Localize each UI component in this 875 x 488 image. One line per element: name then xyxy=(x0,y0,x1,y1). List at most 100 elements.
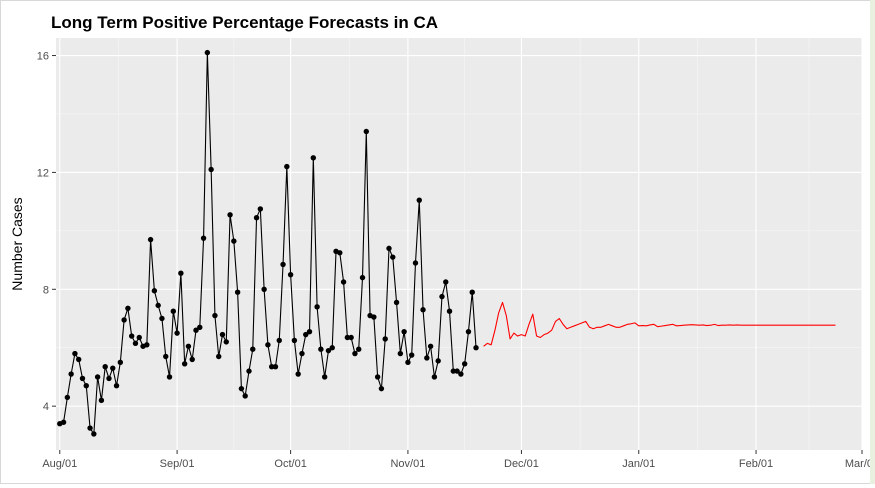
plot-panel xyxy=(56,38,862,450)
data-point xyxy=(344,334,351,341)
data-point xyxy=(371,314,377,320)
data-point xyxy=(204,49,211,56)
data-point xyxy=(469,289,475,295)
data-point xyxy=(412,260,419,266)
data-point xyxy=(60,419,67,425)
data-point xyxy=(310,155,317,161)
data-point xyxy=(450,368,457,374)
data-point xyxy=(284,163,290,170)
x-tick-label: Mar/01 xyxy=(845,458,874,470)
x-tick-label: Sep/01 xyxy=(160,458,195,470)
data-point xyxy=(359,274,366,281)
data-point xyxy=(424,355,430,361)
data-point xyxy=(427,343,434,349)
data-point xyxy=(76,356,82,363)
data-point xyxy=(291,337,298,344)
data-point xyxy=(91,431,97,437)
data-point xyxy=(64,394,71,401)
data-point xyxy=(443,279,449,285)
data-point xyxy=(208,166,214,173)
data-point xyxy=(238,385,245,392)
data-point xyxy=(340,279,347,285)
data-point xyxy=(390,254,396,260)
data-point xyxy=(242,393,248,399)
chart-title: Long Term Positive Percentage Forecasts … xyxy=(51,13,438,32)
data-point xyxy=(473,345,479,351)
data-point xyxy=(216,353,222,360)
data-point xyxy=(163,353,169,360)
y-tick-label: 4 xyxy=(43,401,49,413)
data-point xyxy=(125,305,131,311)
data-point xyxy=(318,346,324,352)
data-point xyxy=(151,288,158,294)
data-point xyxy=(454,368,460,374)
gridlines xyxy=(56,38,863,450)
data-point xyxy=(219,331,226,338)
y-axis-label: Number Cases xyxy=(9,197,25,290)
data-point xyxy=(257,206,264,212)
data-point xyxy=(136,334,142,341)
data-point xyxy=(98,397,105,404)
data-point xyxy=(197,324,203,330)
x-tick-label: Aug/01 xyxy=(42,458,77,470)
forecast-line xyxy=(483,301,836,347)
data-point xyxy=(314,304,320,310)
data-point xyxy=(337,250,343,256)
data-point xyxy=(155,302,161,309)
data-point xyxy=(268,364,275,370)
data-point xyxy=(325,347,332,354)
data-point xyxy=(401,328,407,335)
data-point xyxy=(382,336,388,342)
data-point xyxy=(193,327,199,333)
data-point xyxy=(397,350,404,357)
data-point xyxy=(87,425,93,431)
data-point xyxy=(200,235,207,241)
data-point xyxy=(461,361,468,367)
data-point xyxy=(363,128,369,135)
data-point xyxy=(405,359,411,366)
data-point xyxy=(223,339,229,345)
data-point xyxy=(409,352,415,358)
x-tick-label: Nov/01 xyxy=(390,458,425,470)
x-tick-label: Oct/01 xyxy=(274,458,306,470)
data-point xyxy=(352,350,358,357)
data-point xyxy=(265,342,271,348)
data-point xyxy=(287,271,294,278)
data-point xyxy=(393,299,400,306)
data-point xyxy=(234,289,241,295)
data-point xyxy=(246,368,252,374)
data-point xyxy=(280,261,286,268)
data-point xyxy=(356,346,362,352)
data-point xyxy=(128,333,135,339)
data-point xyxy=(79,375,86,382)
data-point xyxy=(272,364,279,370)
data-point xyxy=(374,374,381,380)
axis-ticks: 4 8 12 16 Aug/01 Sep/01 Oct/01 Nov/01 Dec/01 Jan/… xyxy=(37,51,875,470)
data-point xyxy=(189,356,195,363)
data-point xyxy=(231,238,237,244)
data-point xyxy=(110,365,116,371)
data-point xyxy=(159,315,165,322)
data-point xyxy=(378,385,385,392)
data-point xyxy=(299,350,305,357)
data-point xyxy=(132,340,139,347)
data-point xyxy=(121,317,127,323)
data-series xyxy=(57,49,836,437)
data-point xyxy=(250,346,256,352)
x-tick-label: Dec/01 xyxy=(504,458,539,470)
data-point xyxy=(178,270,184,276)
y-tick-label: 16 xyxy=(37,51,49,63)
data-point xyxy=(329,345,335,351)
data-point xyxy=(386,245,392,252)
data-point xyxy=(348,334,354,341)
y-tick-label: 8 xyxy=(43,284,49,296)
data-point xyxy=(166,374,173,380)
data-point xyxy=(227,212,233,218)
data-point xyxy=(465,328,472,335)
data-point xyxy=(68,371,74,377)
data-point xyxy=(261,286,267,292)
data-point xyxy=(253,215,260,221)
window-edge xyxy=(870,0,875,484)
data-point xyxy=(181,361,188,367)
